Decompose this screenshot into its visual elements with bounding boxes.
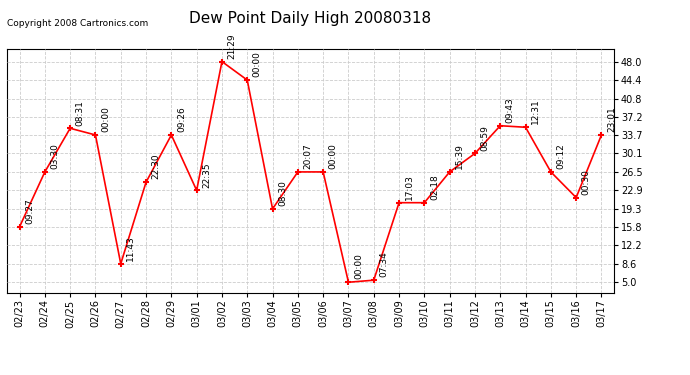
Text: 20:07: 20:07 — [304, 143, 313, 169]
Text: Copyright 2008 Cartronics.com: Copyright 2008 Cartronics.com — [7, 19, 148, 28]
Text: 00:30: 00:30 — [582, 169, 591, 195]
Text: 07:34: 07:34 — [380, 252, 388, 278]
Text: 22:30: 22:30 — [152, 154, 161, 179]
Text: 02:18: 02:18 — [430, 174, 439, 200]
Text: 08:59: 08:59 — [480, 125, 489, 151]
Text: 03:30: 03:30 — [50, 143, 59, 169]
Text: 09:26: 09:26 — [177, 106, 186, 132]
Text: Dew Point Daily High 20080318: Dew Point Daily High 20080318 — [190, 11, 431, 26]
Text: 09:12: 09:12 — [556, 143, 565, 169]
Text: 22:35: 22:35 — [202, 162, 211, 188]
Text: 00:00: 00:00 — [354, 254, 363, 279]
Text: 12:31: 12:31 — [531, 99, 540, 124]
Text: 00:00: 00:00 — [328, 143, 337, 169]
Text: 21:29: 21:29 — [228, 33, 237, 59]
Text: 23:01: 23:01 — [607, 106, 616, 132]
Text: 00:00: 00:00 — [101, 106, 110, 132]
Text: 08:30: 08:30 — [278, 180, 287, 206]
Text: 17:03: 17:03 — [404, 174, 413, 200]
Text: 09:43: 09:43 — [506, 97, 515, 123]
Text: 00:00: 00:00 — [253, 51, 262, 77]
Text: 15:39: 15:39 — [455, 143, 464, 169]
Text: 09:27: 09:27 — [25, 198, 34, 224]
Text: 11:43: 11:43 — [126, 235, 135, 261]
Text: 08:31: 08:31 — [76, 100, 85, 126]
